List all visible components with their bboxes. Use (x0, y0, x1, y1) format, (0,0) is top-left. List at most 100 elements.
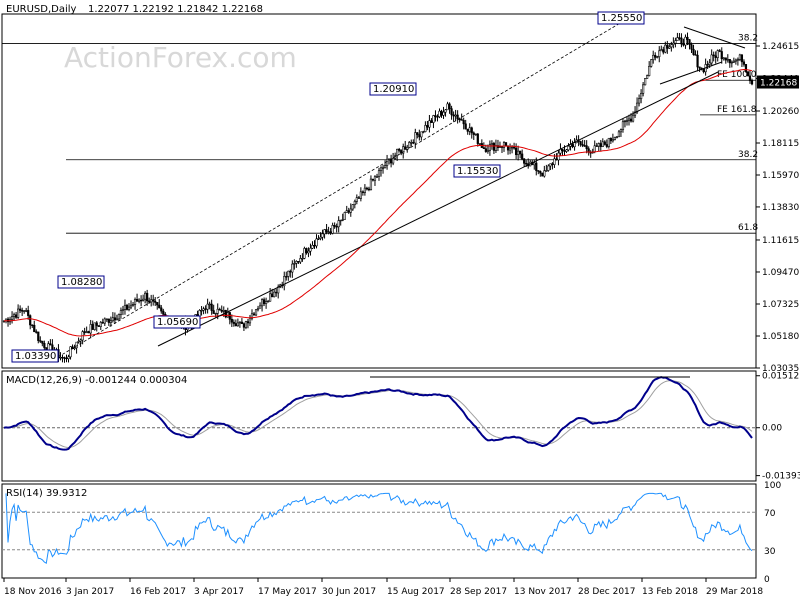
candle-body (654, 54, 657, 58)
candle-body (371, 178, 375, 181)
price-annotation: 1.05690 (157, 317, 198, 328)
rsi-tick-label: 100 (764, 481, 781, 491)
candle-body (404, 146, 407, 150)
candle-body (93, 322, 96, 330)
candle-body (460, 119, 463, 121)
candle-body (609, 137, 612, 142)
candle-body (369, 178, 373, 190)
candle-body (12, 314, 16, 317)
candle-body (510, 146, 514, 149)
y-tick-label: 1.09470 (762, 268, 799, 278)
y-tick-label: 1.15970 (762, 171, 799, 181)
candle-body (547, 165, 550, 171)
candle-body (383, 165, 387, 169)
candle-body (676, 37, 679, 41)
candle-body (242, 323, 246, 328)
candle-body (617, 131, 621, 138)
candle-body (365, 187, 369, 190)
candle-body (10, 316, 14, 320)
candle-body (311, 245, 314, 249)
candle-body (329, 231, 332, 234)
candle-body (351, 204, 354, 210)
candle-body (472, 132, 475, 135)
candle-body (454, 114, 457, 117)
candle-body (103, 318, 106, 324)
level-label: 38.2 (738, 34, 758, 44)
candle-body (512, 146, 516, 149)
x-tick-label: 28 Dec 2017 (578, 587, 636, 597)
candle-body (593, 145, 596, 153)
candle-body (269, 293, 272, 302)
y-tick-label: 1.11615 (762, 236, 799, 246)
candle-body (35, 331, 38, 333)
x-tick-label: 13 Feb 2018 (642, 587, 698, 597)
candle-body (583, 145, 586, 147)
candle-body (690, 44, 693, 50)
candle-body (597, 143, 600, 147)
candle-body (539, 171, 542, 174)
candle-body (553, 158, 556, 165)
candle-body (440, 110, 443, 116)
rsi-panel-frame (1, 483, 757, 579)
candle-body (335, 226, 338, 228)
candle-body (61, 357, 64, 359)
candle-body (684, 36, 687, 46)
candle-body (563, 150, 566, 152)
candle-body (448, 103, 451, 109)
macd-signal-line (4, 380, 753, 449)
candle-body (250, 313, 254, 319)
candle-body (698, 66, 701, 69)
candle-body (567, 145, 570, 151)
candle-body (631, 114, 635, 122)
candle-body (428, 120, 431, 128)
candle-body (442, 111, 445, 116)
candle-body (125, 304, 129, 310)
candle-body (355, 197, 358, 202)
candle-body (414, 132, 417, 144)
candle-body (742, 61, 746, 65)
candle-body (297, 261, 300, 263)
candle-body (490, 143, 494, 146)
candle-body (561, 148, 564, 151)
candle-body (299, 258, 302, 263)
macd-tick-label: -0.013938 (762, 472, 800, 482)
candle-body (412, 142, 415, 144)
candle-body (291, 263, 294, 273)
candle-body (273, 291, 276, 298)
candle-body (456, 114, 459, 120)
candle-body (619, 129, 623, 133)
level-label: 61.8 (738, 223, 758, 233)
candle-body (63, 357, 66, 359)
candle-body (710, 54, 713, 64)
candle-body (444, 109, 447, 113)
candle-body (426, 125, 429, 128)
y-tick-label: 1.05180 (762, 332, 799, 342)
candle-body (139, 299, 143, 302)
candle-body (621, 121, 625, 130)
candle-body (452, 114, 455, 117)
candle-body (521, 153, 524, 160)
candle-body (706, 64, 709, 66)
candle-body (91, 324, 94, 330)
chart-ohlc: 1.22077 1.22192 1.21842 1.22168 (88, 4, 263, 15)
candle-body (204, 308, 207, 310)
candle-body (605, 144, 608, 147)
candle-body (680, 37, 683, 45)
x-tick-label: 28 Sep 2017 (450, 587, 507, 597)
candle-body (77, 340, 80, 343)
candle-body (260, 299, 264, 307)
level-label: 38.2 (738, 150, 758, 160)
candle-body (466, 128, 469, 132)
candle-body (85, 331, 88, 333)
candle-body (430, 120, 433, 123)
candle-body (410, 142, 413, 144)
candle-body (107, 318, 110, 323)
candle-body (492, 143, 496, 151)
candle-body (236, 322, 239, 327)
candle-body (660, 49, 663, 52)
candle-body (113, 317, 116, 321)
candle-body (17, 308, 20, 318)
candle-body (303, 248, 306, 259)
candle-body (101, 322, 104, 324)
price-annotation: 1.15530 (457, 166, 498, 177)
